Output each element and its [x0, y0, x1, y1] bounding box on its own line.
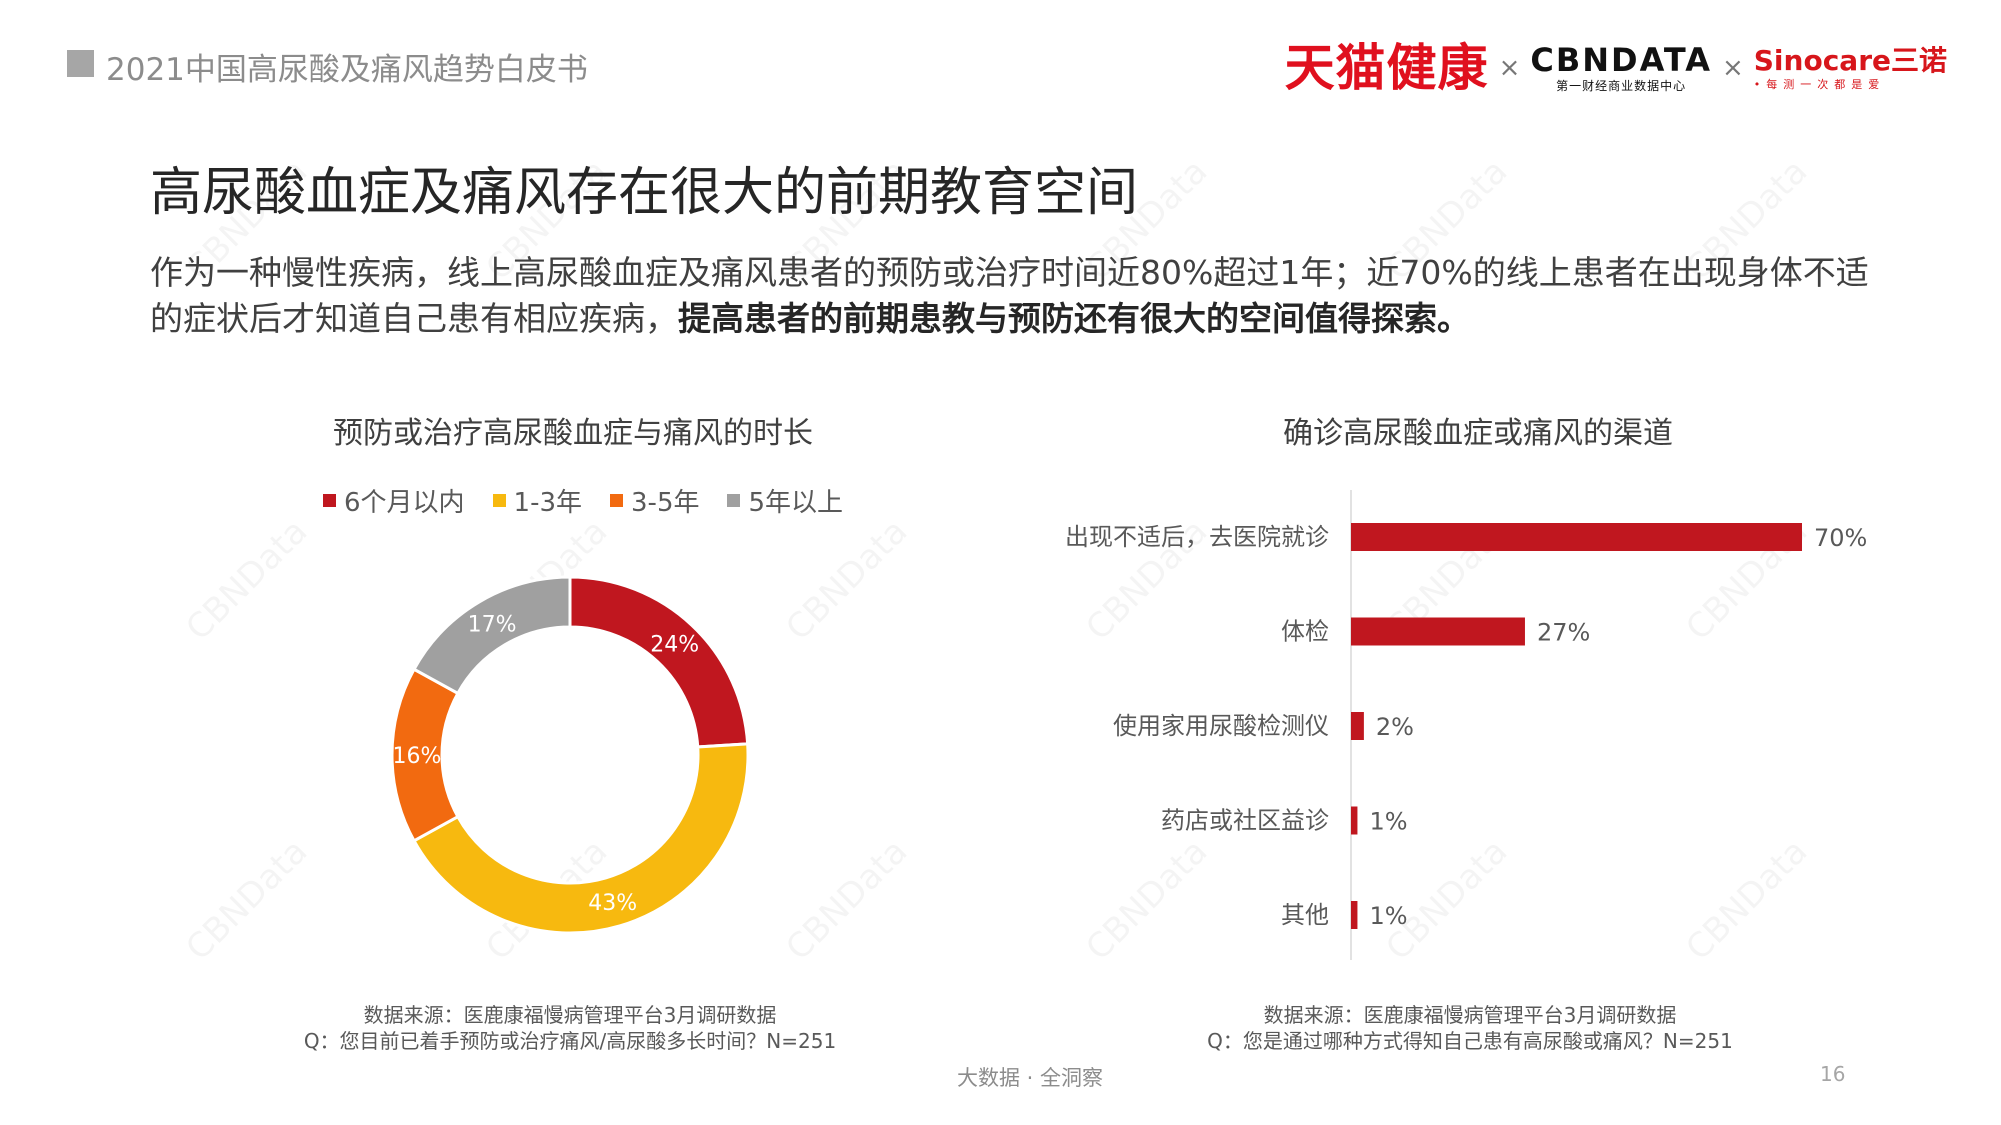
donut-slice [568, 575, 750, 749]
legend-item: 5年以上 [727, 482, 843, 519]
sinocare-logo-subtext: •每测一次都是爱 [1753, 77, 1886, 91]
report-title: 2021中国高尿酸及痛风趋势白皮书 [106, 52, 588, 88]
donut-data-label: 24% [650, 632, 699, 657]
footer-slogan: 大数据 · 全洞察 [956, 1066, 1104, 1090]
page-description: 作为一种慢性疾病，线上高尿酸血症及痛风患者的预防或治疗时间近80%超过1年；近7… [150, 250, 1870, 342]
legend-swatch [323, 494, 336, 507]
bar-data-label: 2% [1376, 713, 1414, 741]
donut-slice [411, 742, 750, 935]
cbndata-logo-subtext: 第一财经商业数据中心 [1556, 79, 1687, 93]
bar-question: Q：您是通过哪种方式得知自己患有高尿酸或痛风？N=251 [1207, 1029, 1733, 1053]
watermark-text: CBNData [778, 512, 915, 649]
donut-source-note: 数据来源：医鹿康福慢病管理平台3月调研数据 Q：您目前已着手预防或治疗痛风/高尿… [290, 1002, 850, 1054]
bar [1351, 806, 1358, 835]
bar [1351, 712, 1364, 740]
donut-data-label: 16% [393, 744, 442, 769]
donut-data-label: 17% [468, 612, 517, 637]
description-highlight: 提高患者的前期患教与预防还有很大的空间值得探索。 [678, 299, 1470, 338]
donut-legend: 6个月以内 1-3年 3-5年 5年以上 [323, 482, 843, 519]
legend-item: 3-5年 [610, 482, 699, 519]
legend-item: 6个月以内 [323, 482, 465, 519]
legend-item: 1-3年 [492, 482, 583, 519]
bar-data-label: 1% [1369, 808, 1407, 836]
legend-swatch [492, 494, 506, 507]
bar-category-label: 体检 [1281, 618, 1329, 646]
legend-swatch [727, 494, 741, 507]
donut-chart: 24% 43% 16% 17% [390, 575, 750, 935]
tmall-health-logo: 天猫健康 [1284, 39, 1489, 97]
bar-source-note: 数据来源：医鹿康福慢病管理平台3月调研数据 Q：您是通过哪种方式得知自己患有高尿… [1190, 1002, 1750, 1054]
sinocare-logo-text: Sinocare三诺 [1753, 43, 1947, 77]
header-square-icon [67, 50, 94, 77]
bar-source: 数据来源：医鹿康福慢病管理平台3月调研数据 [1263, 1003, 1677, 1027]
page-number: 16 [1820, 1062, 1846, 1086]
bar-chart-title: 确诊高尿酸血症或痛风的渠道 [1283, 416, 1673, 451]
donut-question: Q：您目前已着手预防或治疗痛风/高尿酸多长时间？N=251 [303, 1029, 837, 1053]
bar-category-label: 使用家用尿酸检测仪 [1113, 712, 1329, 740]
bar-chart: 出现不适后，去医院就诊 70% 体检 27% 使用家用尿酸检测仪 2% 药店或社区益诊 1% 其… [1065, 490, 1867, 960]
watermark-text: CBNData [178, 832, 315, 969]
partner-logos: 天猫健康 × CBNDATA 第一财经商业数据中心 × Sinocare三诺 •… [1285, 40, 1947, 96]
donut-slice [411, 575, 572, 696]
watermark-text: CBNData [778, 832, 915, 969]
donut-chart-title: 预防或治疗高尿酸血症与痛风的时长 [333, 416, 813, 451]
donut-data-label: 43% [588, 891, 637, 916]
logo-separator: × [1721, 53, 1744, 83]
bar-data-label: 70% [1814, 524, 1867, 552]
bar [1351, 523, 1802, 551]
legend-swatch [610, 494, 624, 507]
donut-source: 数据来源：医鹿康福慢病管理平台3月调研数据 [363, 1003, 777, 1027]
logo-separator: × [1498, 53, 1521, 83]
bar [1351, 901, 1358, 929]
page-title: 高尿酸血症及痛风存在很大的前期教育空间 [150, 163, 1139, 223]
description-text: 作为一种慢性疾病，线上高尿酸血症及痛风患者的预防或治疗时间近80%超过1年；近7… [150, 253, 1869, 338]
bar-category-label: 其他 [1281, 901, 1329, 929]
legend-label: 5年以上 [748, 488, 844, 518]
legend-label: 3-5年 [631, 488, 700, 518]
legend-label: 1-3年 [513, 488, 583, 518]
cbndata-logo-text: CBNDATA [1530, 41, 1712, 79]
bar [1351, 617, 1525, 646]
cbndata-logo: CBNDATA 第一财经商业数据中心 [1530, 44, 1712, 92]
watermark-text: CBNData [178, 512, 315, 649]
bar-data-label: 1% [1369, 902, 1407, 930]
bar-category-label: 出现不适后，去医院就诊 [1065, 523, 1329, 551]
bar-category-label: 药店或社区益诊 [1161, 807, 1329, 835]
legend-label: 6个月以内 [344, 488, 465, 518]
sinocare-logo: Sinocare三诺 •每测一次都是爱 [1753, 43, 1947, 91]
bar-data-label: 27% [1537, 619, 1590, 647]
